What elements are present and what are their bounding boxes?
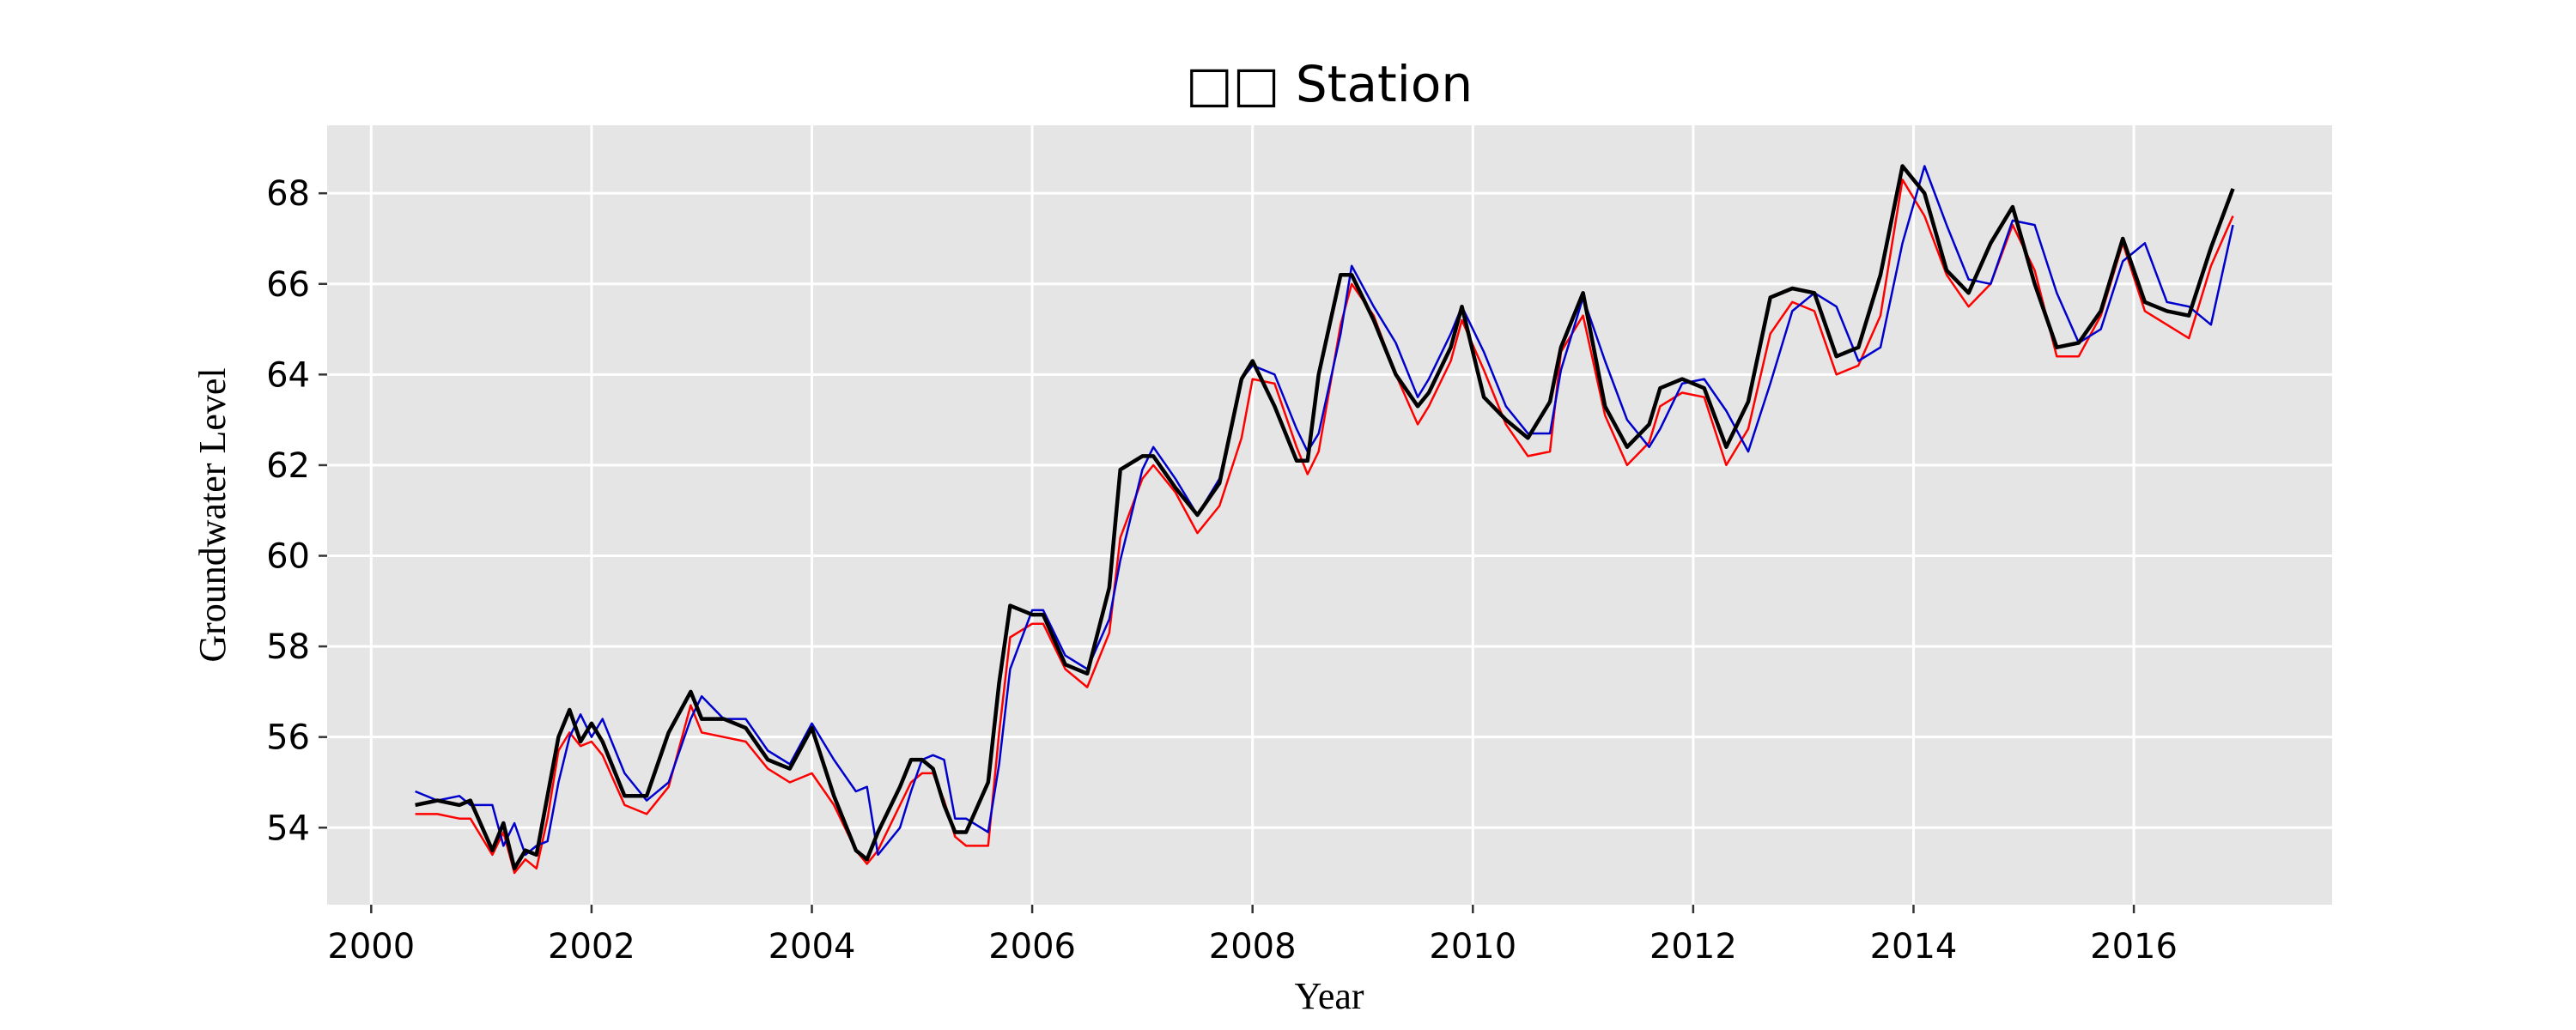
series-line-3	[415, 164, 2235, 871]
y-tick-label: 62	[266, 446, 310, 486]
gridlines	[327, 125, 2332, 905]
plot-area	[327, 125, 2332, 905]
x-tick-label: 2012	[1649, 927, 1737, 966]
series-line-1	[415, 179, 2234, 875]
x-tick-label: 2014	[1870, 927, 1958, 966]
x-tick-label: 2004	[769, 927, 856, 966]
y-tick-label: 60	[266, 537, 310, 577]
x-tick-label: 2010	[1429, 927, 1516, 966]
y-axis-ticks: 54 56 58 60 62 64 66 68	[266, 174, 327, 848]
y-tick-label: 68	[266, 174, 310, 214]
series-lines	[415, 164, 2235, 875]
x-axis-label: Year	[1294, 975, 1364, 1017]
x-tick-label: 2008	[1209, 927, 1297, 966]
y-axis-label: Groundwater Level	[191, 367, 234, 662]
y-tick-label: 66	[266, 265, 310, 305]
x-tick-label: 2002	[548, 927, 635, 966]
y-tick-label: 54	[266, 809, 310, 848]
y-tick-label: 56	[266, 718, 310, 758]
chart-title: □□ Station	[1186, 55, 1473, 113]
y-tick-label: 64	[266, 355, 310, 395]
x-tick-label: 2016	[2090, 927, 2178, 966]
x-axis-ticks: 2000 2002 2004 2006 2008 2010 2012 2014 2016	[327, 905, 2178, 966]
x-tick-label: 2000	[327, 927, 415, 966]
x-tick-label: 2006	[988, 927, 1076, 966]
y-tick-label: 58	[266, 627, 310, 667]
